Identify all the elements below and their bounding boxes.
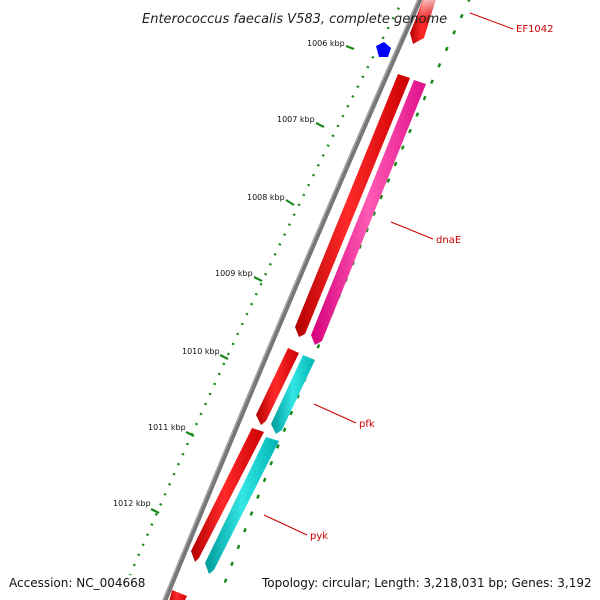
gene-label-pfk: pfk [359,419,375,430]
gene-pfk[interactable] [271,355,315,434]
accession-text: Accession: NC_004668 [9,576,145,590]
cds-red-2[interactable] [256,348,299,425]
tick-label-1010: 1010 kbp [182,347,220,356]
cds-red-3[interactable] [191,428,264,562]
cds-red-1[interactable] [295,74,410,337]
tick-label-1011: 1011 kbp [148,423,186,432]
tick-label-1009: 1009 kbp [215,269,253,278]
inner-ruler-dots [220,0,471,591]
tick-label-1012: 1012 kbp [113,499,151,508]
leader-lines [263,12,514,536]
gene-pyk[interactable] [205,437,279,574]
blue-marker [376,42,391,57]
gene-label-ef1042: EF1042 [516,24,554,35]
map-title: Enterococcus faecalis V583, complete gen… [142,12,447,27]
gene-label-pyk: pyk [310,531,328,542]
genome-backbone [162,0,423,600]
tick-label-1007: 1007 kbp [277,115,315,124]
cds-red-4[interactable] [168,590,187,600]
tick-label-1008: 1008 kbp [247,193,285,202]
genome-backbone-highlight [162,0,419,600]
ruler-dots [128,0,405,576]
genome-summary-text: Topology: circular; Length: 3,218,031 bp… [261,576,592,590]
tick-label-1006: 1006 kbp [307,39,345,48]
tick-marks [150,44,355,514]
gene-ef1042[interactable] [410,0,437,44]
gene-dnae[interactable] [311,80,426,345]
gene-label-dnae: dnaE [436,235,461,246]
